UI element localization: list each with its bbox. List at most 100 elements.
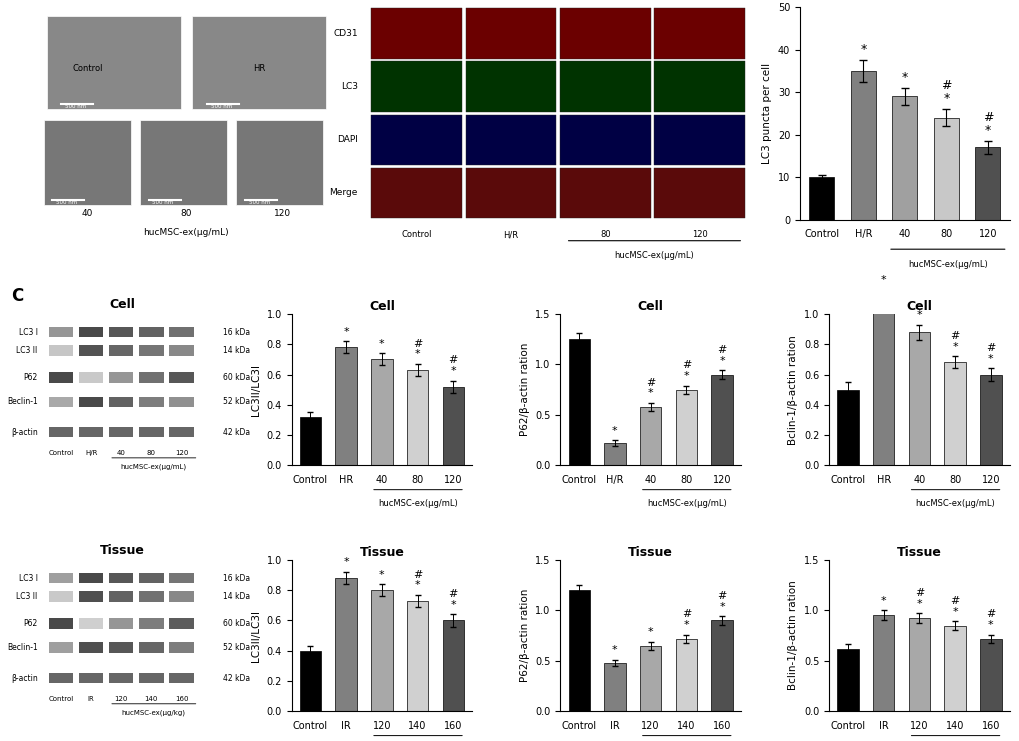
FancyBboxPatch shape — [559, 62, 650, 113]
Text: *: * — [987, 620, 993, 630]
Text: 14 kDa: 14 kDa — [223, 346, 250, 355]
Text: 42 kDa: 42 kDa — [223, 674, 250, 682]
Text: 40: 40 — [82, 209, 93, 218]
Y-axis label: LC3 puncta per cell: LC3 puncta per cell — [761, 63, 771, 164]
FancyBboxPatch shape — [49, 642, 73, 653]
FancyBboxPatch shape — [109, 618, 133, 629]
FancyBboxPatch shape — [109, 396, 133, 407]
FancyBboxPatch shape — [559, 115, 650, 165]
FancyBboxPatch shape — [139, 673, 163, 683]
Bar — [300, 651, 321, 711]
Text: *: * — [983, 124, 990, 137]
FancyBboxPatch shape — [49, 673, 73, 683]
FancyBboxPatch shape — [49, 618, 73, 629]
Text: *: * — [718, 602, 725, 612]
Text: *: * — [379, 339, 384, 349]
Text: 80: 80 — [147, 451, 156, 456]
FancyBboxPatch shape — [109, 427, 133, 437]
Bar — [944, 625, 965, 711]
FancyBboxPatch shape — [78, 396, 103, 407]
Text: #: # — [413, 570, 422, 579]
Text: hucMSC-ex(μg/mL): hucMSC-ex(μg/mL) — [907, 260, 986, 269]
Text: *: * — [683, 371, 689, 381]
Bar — [603, 663, 625, 711]
Text: DAPI: DAPI — [336, 136, 358, 144]
Text: *: * — [880, 275, 886, 285]
Text: 40: 40 — [117, 451, 125, 456]
Text: Tissue: Tissue — [100, 544, 145, 556]
FancyBboxPatch shape — [465, 8, 555, 59]
Bar — [639, 645, 660, 711]
Text: Merge: Merge — [329, 188, 358, 198]
Text: #: # — [914, 588, 923, 598]
Text: #: # — [413, 339, 422, 349]
Text: Control: Control — [49, 451, 73, 456]
FancyBboxPatch shape — [465, 115, 555, 165]
Text: 140: 140 — [145, 697, 158, 702]
Text: *: * — [611, 645, 618, 655]
FancyBboxPatch shape — [139, 618, 163, 629]
FancyBboxPatch shape — [49, 345, 73, 356]
Bar — [335, 348, 357, 465]
FancyBboxPatch shape — [371, 62, 462, 113]
Bar — [974, 147, 1000, 219]
FancyBboxPatch shape — [139, 573, 163, 583]
FancyBboxPatch shape — [78, 591, 103, 602]
Bar — [568, 590, 589, 711]
Text: 52 kDa: 52 kDa — [223, 643, 250, 652]
Text: 120: 120 — [274, 209, 290, 218]
Bar — [603, 443, 625, 465]
Text: #: # — [985, 343, 995, 353]
Y-axis label: LC3II/LC3I: LC3II/LC3I — [251, 610, 261, 662]
FancyBboxPatch shape — [654, 167, 745, 219]
FancyBboxPatch shape — [139, 372, 163, 383]
Text: hucMSC-ex(μg/mL): hucMSC-ex(μg/mL) — [614, 251, 694, 260]
Text: #: # — [716, 591, 727, 601]
Text: P62: P62 — [23, 373, 38, 382]
Text: H/R: H/R — [85, 451, 97, 456]
FancyBboxPatch shape — [109, 345, 133, 356]
Bar — [908, 332, 929, 465]
Text: *: * — [880, 596, 886, 606]
Title: Tissue: Tissue — [896, 545, 941, 559]
FancyBboxPatch shape — [140, 120, 227, 205]
Bar — [442, 387, 464, 465]
Text: #: # — [950, 331, 959, 341]
Text: #: # — [681, 360, 691, 370]
Y-axis label: P62/β-actin ration: P62/β-actin ration — [519, 343, 529, 436]
Bar — [639, 407, 660, 465]
Bar — [568, 339, 589, 465]
Text: *: * — [343, 557, 348, 568]
FancyBboxPatch shape — [49, 427, 73, 437]
FancyBboxPatch shape — [371, 8, 462, 59]
FancyBboxPatch shape — [49, 591, 73, 602]
Text: LC3 II: LC3 II — [16, 592, 38, 601]
Text: 16 kDa: 16 kDa — [223, 328, 250, 336]
Y-axis label: LC3II/LC3I: LC3II/LC3I — [251, 364, 261, 416]
Text: 80: 80 — [180, 209, 192, 218]
Text: Control: Control — [72, 64, 103, 73]
Text: H/R: H/R — [502, 230, 518, 239]
FancyBboxPatch shape — [371, 167, 462, 219]
Title: Cell: Cell — [369, 300, 394, 313]
Text: *: * — [415, 350, 420, 359]
Text: P62: P62 — [23, 619, 38, 628]
Text: 500 nm: 500 nm — [211, 104, 231, 109]
Bar — [979, 374, 1001, 465]
Text: LC3 I: LC3 I — [18, 328, 38, 336]
Text: 42 kDa: 42 kDa — [223, 428, 250, 436]
FancyBboxPatch shape — [465, 62, 555, 113]
FancyBboxPatch shape — [109, 673, 133, 683]
Text: 500 nm: 500 nm — [249, 200, 270, 205]
Text: HR: HR — [253, 64, 265, 73]
Text: β-actin: β-actin — [11, 428, 38, 436]
Y-axis label: Bclin-1/β-actin ration: Bclin-1/β-actin ration — [788, 581, 798, 691]
Text: #: # — [981, 111, 993, 124]
FancyBboxPatch shape — [465, 167, 555, 219]
Text: *: * — [379, 570, 384, 579]
FancyBboxPatch shape — [654, 62, 745, 113]
Bar — [371, 359, 392, 465]
FancyBboxPatch shape — [654, 8, 745, 59]
Text: hucMSC-ex(μg/mL): hucMSC-ex(μg/mL) — [120, 464, 186, 471]
FancyBboxPatch shape — [371, 115, 462, 165]
